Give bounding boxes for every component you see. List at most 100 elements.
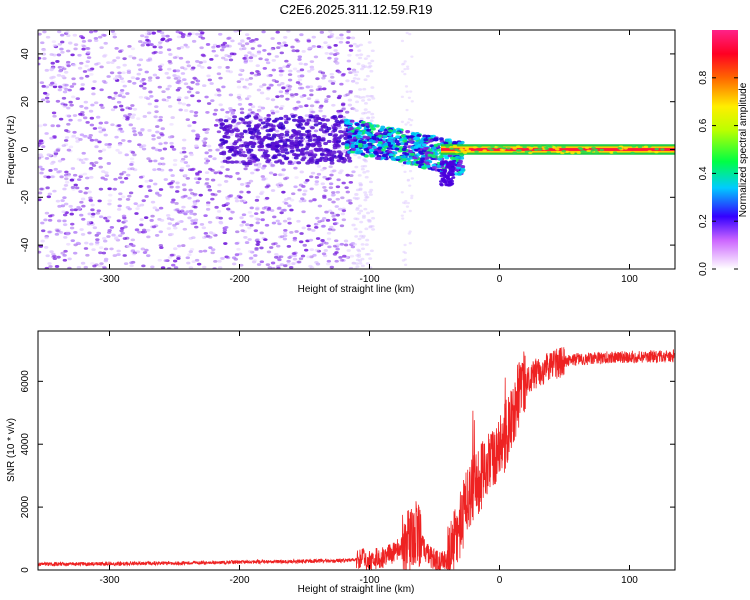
spectrogram-cell	[238, 153, 244, 157]
spectrogram-cell	[141, 41, 146, 45]
spectrogram-cell	[225, 121, 231, 125]
spectrogram-cell	[277, 222, 282, 226]
spectrogram-cell	[98, 165, 103, 169]
spectrogram-cell	[217, 266, 223, 269]
spectrogram-cell	[244, 161, 250, 165]
spectrogram-cell	[132, 133, 138, 137]
spectrogram-cell	[142, 86, 147, 90]
spectrogram-cell	[170, 116, 175, 119]
spectrogram-cell	[309, 67, 315, 71]
spectrogram-cell	[309, 60, 315, 64]
spectrogram-cell	[288, 265, 294, 269]
spectrogram-cell	[185, 176, 191, 180]
spectrogram-cell	[127, 194, 132, 198]
spectrogram-cell	[245, 223, 250, 227]
spectrogram-cell	[190, 80, 195, 84]
spectrogram-cell	[456, 163, 462, 167]
spectrogram-cell	[259, 85, 264, 88]
spectrogram-cell	[280, 173, 285, 177]
spectrogram-cell	[111, 233, 116, 237]
spectrogram-cell	[244, 78, 250, 82]
spectrogram-cell	[327, 132, 333, 137]
spectrogram-cell	[408, 32, 412, 36]
spectrogram-cell	[66, 122, 71, 126]
spectrogram-cell	[100, 106, 105, 110]
spectrogram-cell	[498, 145, 504, 149]
spectrogram-cell	[283, 228, 288, 232]
spectrogram-cell	[297, 55, 303, 59]
spectrogram-cell	[72, 251, 78, 255]
spectrogram-cell	[367, 146, 373, 150]
spectrogram-cell	[217, 93, 222, 97]
spectrogram-cell	[368, 139, 374, 143]
spectrogram-cell	[295, 148, 301, 152]
spectrogram-cell	[117, 204, 122, 208]
spectrogram-cell	[260, 218, 265, 222]
spectrogram-cell	[56, 53, 62, 57]
spectrogram-cell	[179, 159, 185, 163]
spectrogram-cell	[97, 199, 102, 203]
spectrogram-cell	[172, 163, 178, 167]
spectrogram-cell	[225, 202, 230, 205]
spectrogram-cell	[83, 100, 89, 104]
spectrogram-cell	[180, 72, 186, 75]
spectrogram-cell	[62, 253, 67, 257]
spectrogram-cell	[349, 254, 355, 258]
spectrogram-cell	[331, 103, 336, 107]
spectrogram-cell	[280, 124, 286, 128]
spectrogram-cell	[99, 262, 104, 266]
spectrogram-cell	[298, 62, 304, 66]
spectrogram-cell	[53, 167, 58, 171]
spectrogram-cell	[271, 68, 277, 72]
spectrogram-cell	[101, 148, 107, 152]
spectrogram-y-tick-label: 40	[20, 48, 31, 60]
spectrogram-cell	[291, 192, 296, 196]
spectrogram-cell	[274, 129, 280, 133]
spectrogram-cell	[97, 264, 103, 268]
spectrogram-cell	[220, 48, 225, 52]
spectrogram-cell	[49, 136, 54, 140]
colorbar: 0.00.20.40.60.8 Normalized spectral ampl…	[698, 30, 749, 276]
spectrogram-cell	[335, 52, 340, 55]
spectrogram-cell	[344, 121, 350, 125]
spectrogram-cell	[290, 133, 296, 138]
spectrogram-cell	[403, 72, 407, 76]
spectrogram-cell	[363, 143, 368, 147]
spectrogram-cell	[270, 37, 275, 40]
spectrogram-cell	[153, 159, 158, 163]
spectrogram-cell	[90, 262, 95, 265]
spectrogram-cell	[555, 150, 561, 154]
spectrogram-cell	[394, 147, 400, 151]
spectrogram-cell	[42, 57, 47, 60]
spectrogram-cell	[474, 150, 479, 153]
spectrogram-cell	[283, 44, 289, 47]
spectrogram-cell	[368, 257, 373, 260]
spectrogram-cell	[120, 231, 125, 235]
spectrogram-cell	[522, 145, 527, 149]
spectrogram-cell	[584, 146, 590, 149]
spectrogram-cell	[195, 82, 200, 86]
spectrogram-cell	[439, 160, 444, 164]
spectrogram-cell	[285, 65, 291, 68]
spectrogram-cell	[144, 179, 149, 183]
spectrogram-cell	[262, 83, 267, 87]
spectrogram-cell	[67, 266, 72, 269]
spectrogram-cell	[285, 97, 290, 101]
spectrogram-cell	[182, 150, 187, 154]
spectrogram-cell	[328, 165, 333, 169]
spectrogram-cell	[202, 128, 207, 132]
spectrogram-cell	[340, 196, 345, 200]
spectrogram-cell	[93, 101, 99, 105]
spectrogram-cell	[44, 236, 49, 240]
spectrogram-cell	[297, 260, 302, 264]
spectrogram-cell	[148, 90, 153, 94]
spectrogram-cell	[271, 142, 276, 146]
spectrogram-cell	[255, 64, 260, 68]
spectrogram-cell	[408, 209, 412, 213]
spectrogram-cell	[104, 171, 109, 175]
spectrogram-cell	[234, 199, 240, 203]
spectrogram-cell	[110, 108, 116, 112]
spectrogram-cell	[146, 111, 152, 115]
spectrogram-cell	[67, 257, 72, 261]
spectrogram-cell	[292, 236, 298, 240]
